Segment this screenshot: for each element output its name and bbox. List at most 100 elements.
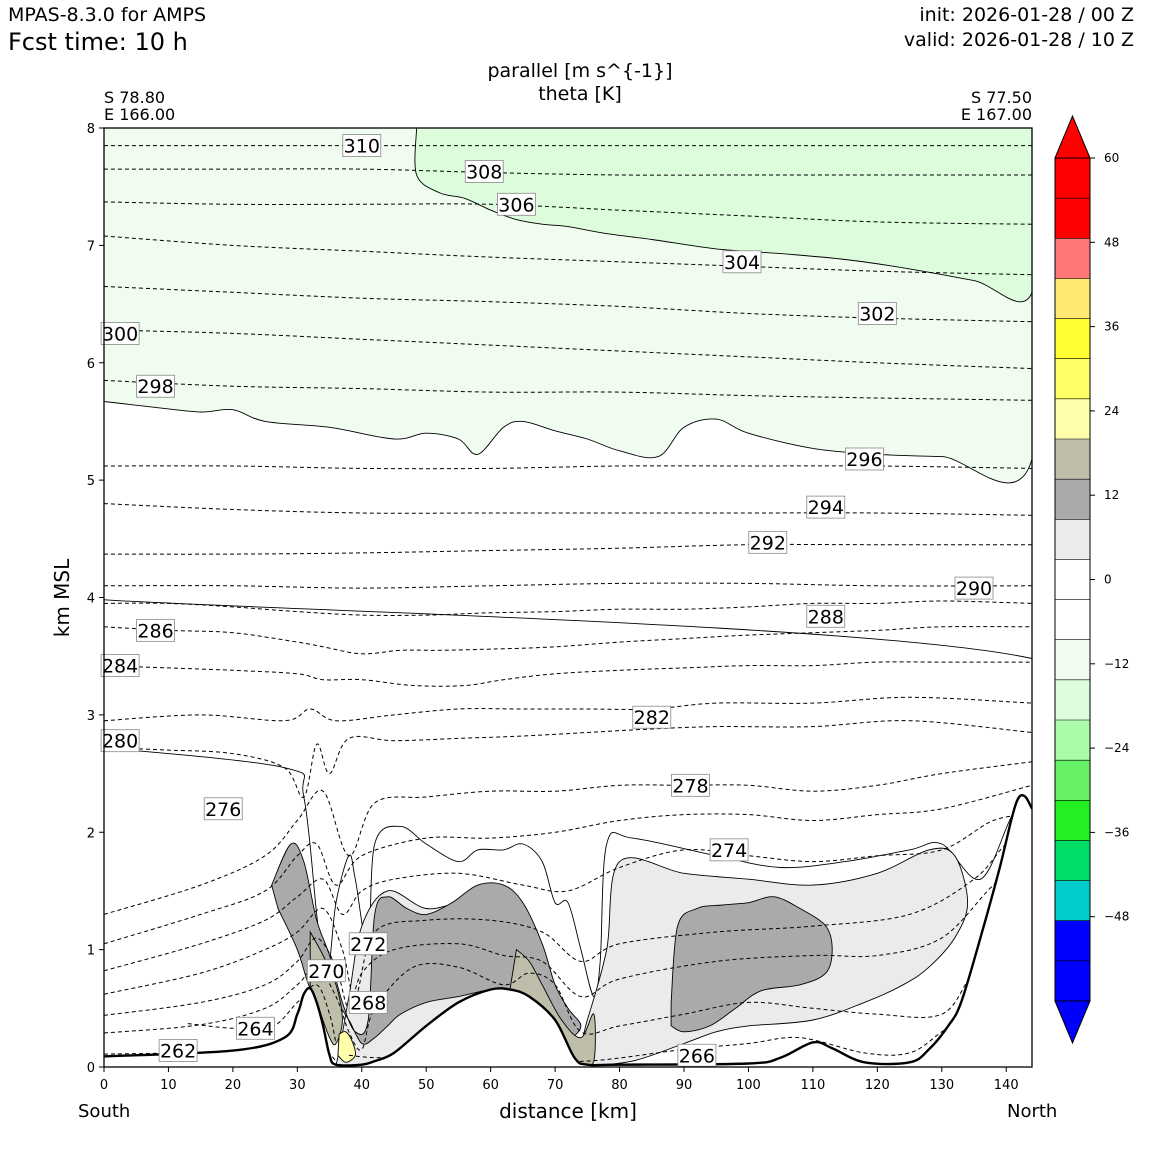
- theta-contour-304: [104, 235, 1032, 276]
- terrain-line: [104, 794, 1032, 1067]
- x-tick-label: 40: [354, 1078, 371, 1093]
- x-axis-title: distance [km]: [499, 1099, 637, 1123]
- colorbar-bin: [1055, 198, 1090, 239]
- theta-contour-278: [104, 761, 1032, 915]
- theta-label-286: 286: [136, 618, 175, 642]
- theta-contour-298: [104, 379, 1032, 401]
- theta-label-box: [136, 374, 175, 398]
- y-tick-label: 0: [87, 1061, 95, 1076]
- theta-contour-270: [104, 855, 1032, 1016]
- theta-contour-282: [104, 696, 1032, 722]
- theta-label-text: 298: [137, 376, 173, 398]
- theta-label-264: 264: [236, 1016, 275, 1040]
- theta-label-text: 290: [956, 578, 992, 600]
- colorbar-bin: [1055, 760, 1090, 801]
- theta-label-text: 268: [350, 992, 386, 1014]
- colorbar-tick-label: 12: [1104, 488, 1119, 502]
- theta-label-text: 306: [498, 194, 534, 216]
- colorbar-tick-label: 60: [1104, 151, 1119, 165]
- terrain-layer: [104, 794, 1032, 1067]
- colorbar-tick-label: −24: [1104, 741, 1129, 755]
- colorbar-bin: [1055, 559, 1090, 600]
- theta-label-270: 270: [306, 959, 346, 983]
- x-tick-label: 110: [800, 1078, 825, 1093]
- theta-label-274: 274: [709, 838, 749, 862]
- end-lat: S 77.50: [970, 88, 1032, 107]
- theta-label-text: 292: [750, 532, 786, 554]
- theta-contour-292: [104, 543, 1032, 555]
- y-tick-label: 3: [87, 709, 95, 724]
- start-point-label: S 78.80 E 166.00: [104, 89, 175, 123]
- theta-label-text: 296: [846, 449, 882, 471]
- theta-label-288: 288: [806, 604, 846, 628]
- theta-label-text: 294: [808, 497, 844, 519]
- theta-contour-280: [104, 720, 1032, 798]
- colorbar-tick-label: −36: [1104, 825, 1129, 839]
- colorbar-bin: [1055, 599, 1090, 641]
- theta-label-text: 264: [237, 1018, 273, 1040]
- x-tick-label: 90: [676, 1078, 693, 1093]
- theta-contour-274: [104, 814, 1032, 972]
- theta-label-box: [348, 932, 388, 956]
- theta-label-276: 276: [203, 797, 243, 821]
- theta-label-box: [306, 959, 346, 983]
- colorbar-bin: [1055, 960, 1090, 1002]
- start-lon: E 166.00: [104, 105, 176, 124]
- theta-label-310: 310: [342, 134, 382, 158]
- colorbar: 60 48 36 24 12 0 −12 −24 −36 −48: [1054, 114, 1129, 1045]
- end-lon: E 167.00: [960, 105, 1032, 124]
- theta-label-box: [100, 729, 140, 753]
- theta-label-278: 278: [671, 773, 710, 797]
- colorbar-tick-label: −48: [1104, 910, 1129, 924]
- theta-label-306: 306: [497, 192, 536, 216]
- x-tick-label: 70: [547, 1078, 564, 1093]
- theta-label-304: 304: [722, 250, 762, 274]
- y-tick-label: 7: [87, 239, 95, 254]
- colorbar-bin: [1055, 639, 1090, 681]
- model-label: MPAS-8.3.0 for AMPS: [8, 4, 207, 26]
- y-axis-title: km MSL: [50, 558, 74, 638]
- end-point-label: S 77.50 E 167.00: [961, 89, 1032, 123]
- theta-contour-302: [104, 286, 1032, 323]
- y-tick-label: 5: [87, 474, 95, 489]
- colorbar-tick-label: 0: [1104, 573, 1112, 587]
- theta-label-280: 280: [100, 729, 140, 753]
- theta-label-text: 308: [466, 161, 502, 183]
- theta-label-box: [348, 991, 388, 1014]
- theta-label-box: [677, 1043, 717, 1067]
- theta-label-box: [709, 838, 749, 862]
- x-tick-label: 130: [929, 1078, 954, 1093]
- theta-label-text: 262: [160, 1041, 196, 1063]
- colorbar-bin: [1055, 238, 1090, 279]
- theta-contour-layer: [104, 145, 1032, 1063]
- theta-label-box: [236, 1016, 275, 1040]
- theta-label-268: 268: [348, 991, 388, 1014]
- colorbar-tick-label: 48: [1104, 235, 1119, 249]
- theta-contour-308: [104, 168, 1032, 176]
- theta-label-text: 278: [672, 775, 708, 797]
- theta-label-box: [203, 797, 243, 821]
- colorbar-bin: [1055, 679, 1090, 721]
- theta-label-text: 304: [724, 252, 760, 274]
- theta-contour-276: [104, 784, 1032, 945]
- colorbar-bin: [1055, 920, 1090, 962]
- chart-title-wind: parallel [m s^{-1}]: [487, 60, 673, 82]
- theta-label-layer: 262 264 266 268 270 272 274 276 278 280 282 284 286 2…: [100, 134, 994, 1067]
- theta-label-266: 266: [677, 1043, 717, 1067]
- theta-label-292: 292: [748, 530, 788, 554]
- theta-label-294: 294: [806, 495, 846, 519]
- y-tick-label: 8: [87, 122, 95, 137]
- x-tick-label: 60: [482, 1078, 499, 1093]
- forecast-time-label: Fcst time: 10 h: [8, 28, 188, 56]
- theta-label-box: [100, 322, 140, 345]
- theta-label-296: 296: [845, 447, 884, 471]
- colorbar-extend-max: [1054, 114, 1091, 159]
- theta-contour-300: [104, 329, 1032, 370]
- theta-label-box: [158, 1039, 198, 1062]
- colorbar-tick-label: 36: [1104, 320, 1119, 334]
- colorbar-bin: [1055, 158, 1090, 199]
- x-tick-label: 50: [418, 1078, 435, 1093]
- colorbar-tick-label: 24: [1104, 404, 1119, 418]
- theta-label-text: 300: [102, 323, 138, 345]
